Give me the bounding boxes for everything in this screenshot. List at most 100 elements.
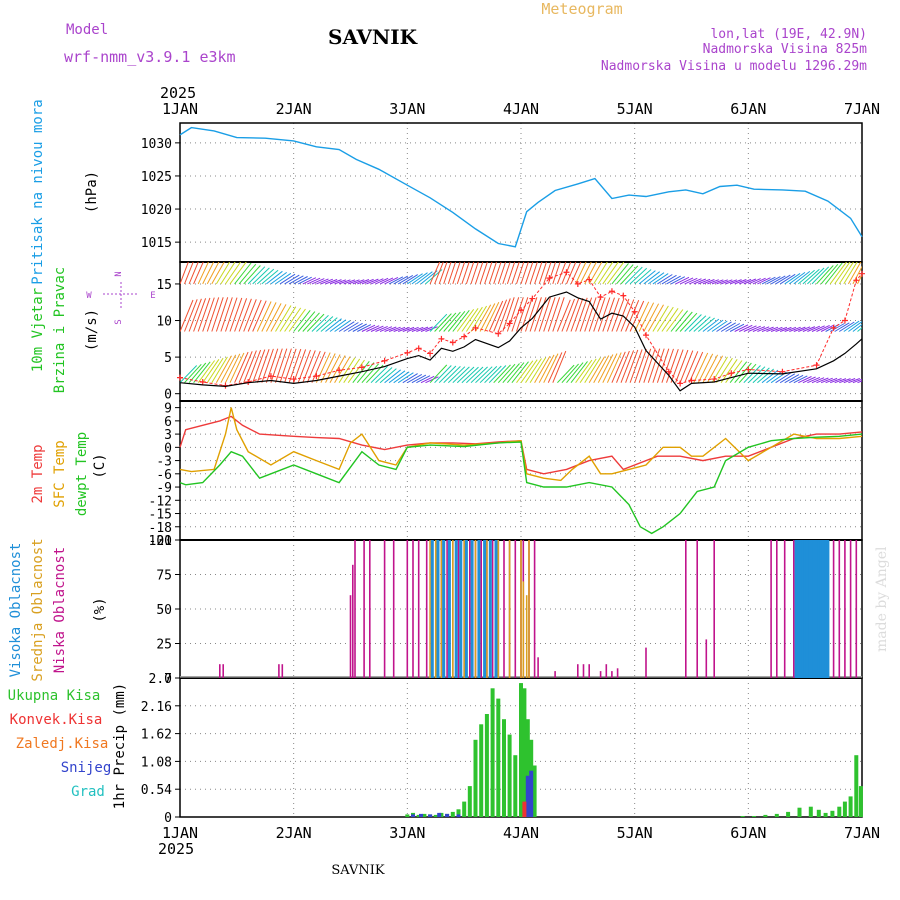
wind-arrow xyxy=(629,267,648,285)
wind-arrow xyxy=(475,304,492,332)
gust-point xyxy=(427,350,434,357)
wind-arrow xyxy=(493,262,502,285)
wind-arrow xyxy=(820,377,833,384)
wind-arrow xyxy=(556,299,571,332)
wind-arrow xyxy=(620,350,635,383)
wind-arrow xyxy=(256,301,272,332)
x-tick-bottom-2: 3JAN xyxy=(389,824,425,842)
cloud-bar-niska xyxy=(352,564,354,678)
cloud-bar-niska xyxy=(599,671,602,678)
wind-arrow xyxy=(552,297,565,332)
wind-arrow xyxy=(747,366,766,384)
wind-arrow xyxy=(825,377,838,384)
cloud-bar-niska xyxy=(392,540,395,678)
wind-arrow xyxy=(456,262,466,285)
model-elevation-label: Nadmorska Visina u modelu 1296.29m xyxy=(601,59,867,74)
wind-arrow xyxy=(616,264,634,285)
wind-arrow xyxy=(379,277,394,285)
wind-arrow xyxy=(643,303,660,332)
wind-arrow xyxy=(279,306,297,332)
wind-arrow xyxy=(670,310,688,332)
wind-arrow xyxy=(379,326,393,332)
pressure-ytick-3: 1030 xyxy=(141,137,172,152)
wind-arrow xyxy=(816,265,834,285)
gust-point xyxy=(381,357,388,364)
wind-arrow xyxy=(734,362,752,384)
wind-arrow xyxy=(620,299,635,332)
wind-arrow xyxy=(766,326,779,332)
x-tick-top-5: 6JAN xyxy=(730,100,766,118)
wind-arrow xyxy=(834,322,850,332)
precip-bar xyxy=(422,813,427,817)
cloud-bar-visoka xyxy=(796,540,800,678)
wind-arrow xyxy=(634,348,647,383)
wind-arrow xyxy=(297,311,316,332)
wind-ylabel-1: 10m Vjetar xyxy=(30,288,46,372)
gust-point xyxy=(643,332,650,339)
temp-line-1 xyxy=(179,407,863,482)
wind-arrow xyxy=(657,274,673,285)
precip-bar xyxy=(842,801,847,817)
cloud-bar-niska xyxy=(514,540,517,678)
wind-arrow xyxy=(752,367,770,384)
cloud-bar-srednja xyxy=(429,540,431,678)
wind-arrow xyxy=(507,362,525,384)
temp-unit: (C) xyxy=(92,453,108,478)
footer-station: SAVNIK xyxy=(331,863,385,878)
cloud-bar-visoka xyxy=(464,540,468,678)
precip-bar xyxy=(456,809,461,817)
cloud-bar-niska xyxy=(616,668,619,678)
wind-arrow xyxy=(789,374,804,384)
wind-arrow xyxy=(516,262,525,285)
cloud-bar-visoka xyxy=(812,540,816,678)
temperature-ytick-3: -12 xyxy=(149,494,172,509)
cloud-bar-visoka xyxy=(459,540,463,678)
precip-bar xyxy=(405,814,410,817)
precip-bar xyxy=(854,755,859,817)
wind-ytick-2: 10 xyxy=(156,315,172,330)
gust-point xyxy=(404,349,411,356)
wind-arrow xyxy=(316,316,334,332)
wind-arrow xyxy=(348,279,360,285)
cloud-bar-niska xyxy=(855,540,858,678)
wind-arrow xyxy=(329,319,347,332)
wind-arrow xyxy=(766,370,783,384)
wind-arrow xyxy=(584,297,597,332)
wind-arrow xyxy=(465,306,483,332)
wind-arrow xyxy=(438,262,448,285)
wind-arrow xyxy=(375,277,389,285)
wind-arrow xyxy=(843,262,858,285)
wind-arrow xyxy=(370,278,384,285)
wind-arrow xyxy=(275,272,292,285)
wind-arrow xyxy=(675,276,690,285)
wind-arrow xyxy=(711,279,724,285)
wind-arrow xyxy=(702,318,720,332)
gust-point xyxy=(290,376,297,383)
x-tick-bottom-0: 1JAN xyxy=(162,824,198,842)
wind-arrow xyxy=(725,279,738,285)
station-title: SAVNIK xyxy=(328,25,418,49)
wind-arrow xyxy=(757,277,771,285)
gust-point xyxy=(438,335,445,342)
wind-arrow xyxy=(698,278,711,285)
cloud-bar-niska xyxy=(446,540,448,678)
pressure-ytick-1: 1020 xyxy=(141,203,172,218)
wind-arrow xyxy=(397,372,414,384)
wind-arrow xyxy=(180,262,189,285)
wind-arrow xyxy=(770,275,786,285)
wind-unit: (m/s) xyxy=(84,309,100,351)
gust-point xyxy=(859,270,865,277)
precip-bar xyxy=(529,770,534,817)
wind-arrow xyxy=(857,273,862,285)
wind-arrow xyxy=(830,378,842,384)
wind-arrow xyxy=(279,348,292,383)
cloud-bar-niska xyxy=(832,540,835,678)
wind-arrow xyxy=(393,326,406,332)
wind-arrow xyxy=(443,366,461,384)
gust-point xyxy=(529,295,536,302)
cloud-unit: (%) xyxy=(92,597,108,622)
wind-arrow xyxy=(811,266,830,285)
wind-arrow xyxy=(493,364,511,384)
temperature-ytick-7: 0 xyxy=(164,441,172,456)
wind-arrow xyxy=(652,273,669,285)
